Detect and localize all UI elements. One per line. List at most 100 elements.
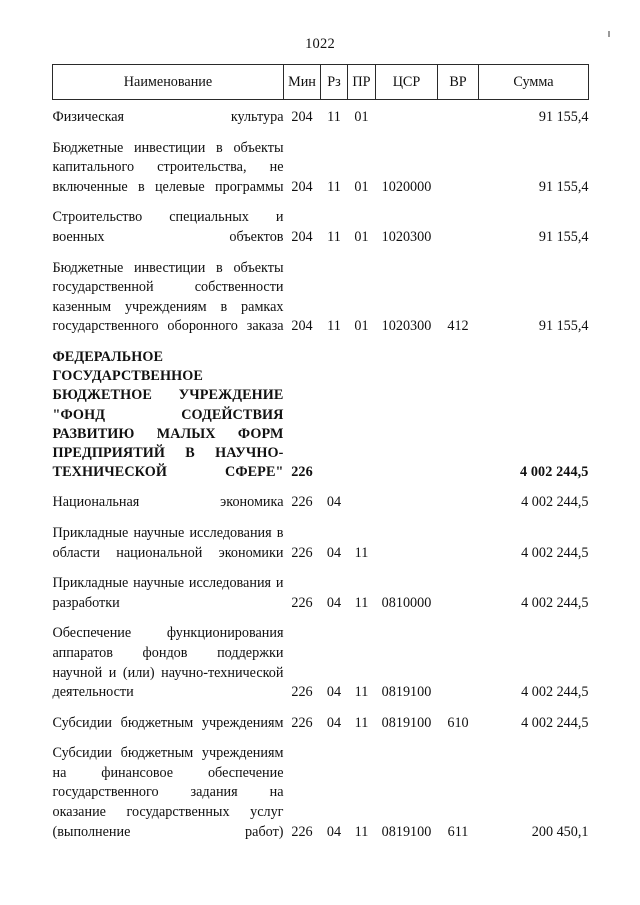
column-header-vr: ВР xyxy=(437,64,479,100)
cell-csr: 0819100 xyxy=(381,714,432,731)
cell-min: 226 xyxy=(291,823,313,840)
table-row: Национальная экономика 226 04 4 002 244,5 xyxy=(53,482,589,513)
cell-sum: 4 002 244,5 xyxy=(520,463,589,480)
cell-name: Прикладные научные исследования и разраб… xyxy=(52,575,284,611)
table-row: Прикладные научные исследования и разраб… xyxy=(53,563,589,613)
cell-rz: 11 xyxy=(327,178,341,195)
cell-pr: 01 xyxy=(354,109,369,125)
cell-sum: 91 155,4 xyxy=(538,178,589,195)
cell-min: 226 xyxy=(291,594,313,611)
cell-name: ФЕДЕРАЛЬНОЕ ГОСУДАРСТВЕННОЕ БЮДЖЕТНОЕ УЧ… xyxy=(52,348,284,481)
cell-pr: 01 xyxy=(354,318,369,335)
cell-rz: 04 xyxy=(326,684,342,701)
cell-csr: 1020000 xyxy=(381,178,432,195)
table-row: Строительство специальных и военных объе… xyxy=(53,197,589,247)
cell-csr xyxy=(376,482,438,513)
cell-sum: 4 002 244,5 xyxy=(521,594,589,611)
cell-pr xyxy=(348,482,376,513)
cell-name: Строительство специальных и военных объе… xyxy=(52,209,284,245)
cell-rz: 04 xyxy=(326,494,342,511)
table-row: Субсидии бюджетным учреждениям на финанс… xyxy=(53,733,589,842)
column-header-pr: ПР xyxy=(347,64,376,100)
scan-artifact-mark xyxy=(608,31,610,37)
cell-csr xyxy=(376,513,438,563)
table-row: ФЕДЕРАЛЬНОЕ ГОСУДАРСТВЕННОЕ БЮДЖЕТНОЕ УЧ… xyxy=(53,337,589,482)
column-header-sum: Сумма xyxy=(478,64,589,100)
cell-min: 204 xyxy=(291,178,313,195)
cell-vr xyxy=(438,563,479,613)
column-header-rz: Рз xyxy=(320,64,348,100)
cell-sum: 91 155,4 xyxy=(538,228,589,245)
cell-csr: 0819100 xyxy=(381,684,432,701)
cell-rz: 04 xyxy=(326,714,342,731)
cell-csr xyxy=(376,100,438,128)
cell-rz: 11 xyxy=(327,318,341,335)
table-row: Физическая культура 204 11 01 91 155,4 xyxy=(53,100,589,128)
table-header: Наименование Мин Рз ПР ЦСР ВР Сумма xyxy=(52,64,589,100)
cell-vr xyxy=(438,613,479,702)
cell-rz: 11 xyxy=(327,228,341,245)
cell-min: 226 xyxy=(291,544,313,561)
cell-sum: 91 155,4 xyxy=(538,318,589,335)
cell-min: 226 xyxy=(291,463,313,480)
cell-rz: 04 xyxy=(326,544,342,561)
cell-vr xyxy=(438,337,479,482)
cell-name: Национальная экономика xyxy=(52,494,284,511)
cell-sum: 200 450,1 xyxy=(531,823,589,840)
table-row: Прикладные научные исследования в област… xyxy=(53,513,589,563)
cell-csr: 1020300 xyxy=(381,228,432,245)
cell-rz: 04 xyxy=(326,594,342,611)
cell-min: 226 xyxy=(291,714,313,731)
cell-min: 204 xyxy=(291,228,313,245)
cell-vr xyxy=(438,482,479,513)
cell-min: 204 xyxy=(291,109,313,125)
cell-name: Физическая культура xyxy=(52,109,284,125)
cell-name: Прикладные научные исследования в област… xyxy=(52,524,284,561)
cell-name: Бюджетные инвестиции в объекты капитальн… xyxy=(52,139,284,195)
cell-vr xyxy=(438,197,479,247)
cell-rz xyxy=(321,337,348,482)
cell-csr: 0810000 xyxy=(381,594,432,611)
table-row: Обеспечение функционирования аппаратов ф… xyxy=(53,613,589,702)
column-header-min: Мин xyxy=(283,64,321,100)
column-header-csr: ЦСР xyxy=(375,64,438,100)
cell-name: Субсидии бюджетным учреждениям на финанс… xyxy=(52,745,284,840)
cell-sum: 91 155,4 xyxy=(538,109,589,125)
cell-pr: 11 xyxy=(354,544,369,561)
cell-name: Бюджетные инвестиции в объекты государст… xyxy=(52,259,284,335)
page-number: 1022 xyxy=(305,36,335,52)
table-row: Бюджетные инвестиции в объекты капитальн… xyxy=(53,128,589,198)
cell-min: 226 xyxy=(291,494,313,511)
cell-pr xyxy=(348,337,376,482)
table-row: Субсидии бюджетным учреждениям 226 04 11 081… xyxy=(53,703,589,734)
cell-sum: 4 002 244,5 xyxy=(521,684,589,701)
budget-appropriations-table: Наименование Мин Рз ПР ЦСР ВР Сумма Физи… xyxy=(52,64,589,842)
cell-rz: 11 xyxy=(327,109,341,125)
cell-vr: 611 xyxy=(447,823,469,840)
cell-vr xyxy=(438,513,479,563)
cell-vr xyxy=(438,100,479,128)
cell-name: Обеспечение функционирования аппаратов ф… xyxy=(52,625,284,701)
cell-csr: 0819100 xyxy=(381,823,432,840)
cell-sum: 4 002 244,5 xyxy=(521,494,589,511)
cell-vr xyxy=(438,128,479,198)
cell-rz: 04 xyxy=(326,823,342,840)
table-row: Бюджетные инвестиции в объекты государст… xyxy=(53,248,589,337)
cell-csr xyxy=(376,337,438,482)
cell-pr: 11 xyxy=(354,714,369,731)
table-body: Физическая культура 204 11 01 91 155,4 Бюджет… xyxy=(53,100,589,843)
cell-csr: 1020300 xyxy=(381,318,432,335)
cell-min: 204 xyxy=(291,318,313,335)
cell-pr: 11 xyxy=(354,594,369,611)
cell-sum: 4 002 244,5 xyxy=(521,544,589,561)
table-header-row: Наименование Мин Рз ПР ЦСР ВР Сумма xyxy=(52,64,589,100)
cell-pr: 11 xyxy=(354,823,369,840)
cell-pr: 11 xyxy=(354,684,369,701)
cell-vr: 412 xyxy=(447,318,469,335)
cell-vr: 610 xyxy=(447,714,469,731)
cell-min: 226 xyxy=(291,684,313,701)
cell-name: Субсидии бюджетным учреждениям xyxy=(52,714,284,731)
cell-sum: 4 002 244,5 xyxy=(521,714,589,731)
column-header-name: Наименование xyxy=(52,64,284,100)
